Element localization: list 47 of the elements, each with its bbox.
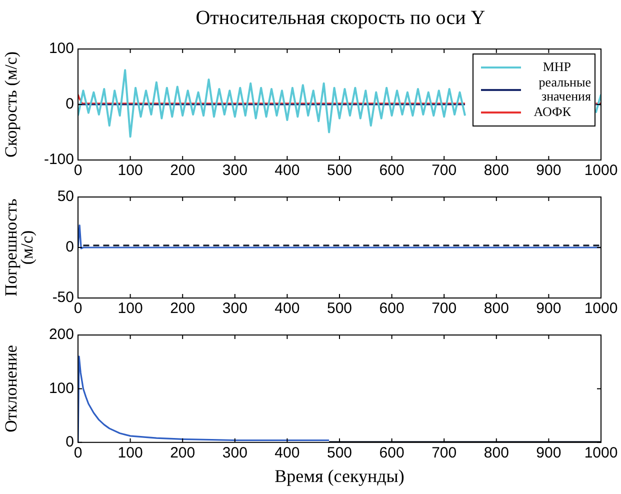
chart-title: Относительная скорость по оси Y bbox=[194, 6, 486, 31]
x-tick-label: 200 bbox=[170, 162, 196, 180]
y-axis-title: Отклонение bbox=[2, 345, 21, 432]
legend-label: МНР bbox=[542, 58, 571, 74]
x-tick-label: 1000 bbox=[584, 444, 618, 462]
x-tick-label: 600 bbox=[379, 162, 404, 180]
x-tick-label: 500 bbox=[326, 444, 352, 462]
x-tick-label: 1000 bbox=[584, 162, 618, 180]
x-tick-label: 100 bbox=[118, 444, 143, 462]
x-axis-title: Время (секунды) bbox=[274, 466, 404, 486]
x-tick-label: 400 bbox=[274, 444, 300, 462]
y-axis-title: Погрешность (м/с) bbox=[2, 198, 37, 296]
y-tick-label: 0 bbox=[66, 238, 74, 256]
x-tick-label: 800 bbox=[484, 162, 509, 180]
x-tick-label: 100 bbox=[118, 300, 143, 318]
x-tick-label: 200 bbox=[170, 444, 196, 462]
x-tick-label: 900 bbox=[536, 444, 562, 462]
y-tick-label: 200 bbox=[48, 326, 74, 344]
legend-label: реальные значения bbox=[538, 74, 592, 104]
x-tick-label: 800 bbox=[484, 300, 509, 318]
x-tick-label: 900 bbox=[536, 300, 562, 318]
x-tick-label: 500 bbox=[326, 300, 352, 318]
x-tick-label: 200 bbox=[170, 300, 196, 318]
y-tick-label: 100 bbox=[48, 40, 74, 58]
x-tick-label: 800 bbox=[484, 444, 509, 462]
y-tick-label: -100 bbox=[44, 151, 74, 168]
x-tick-label: 900 bbox=[536, 162, 562, 180]
y-tick-label: 0 bbox=[66, 434, 74, 451]
y-axis-title: Скорость (м/с) bbox=[2, 52, 21, 158]
y-tick-label: 50 bbox=[57, 188, 74, 206]
y-tick-label: -50 bbox=[52, 289, 74, 306]
legend-label: АОФК bbox=[534, 104, 572, 119]
x-tick-label: 600 bbox=[379, 300, 404, 318]
x-tick-label: 400 bbox=[274, 162, 300, 180]
x-tick-label: 600 bbox=[379, 444, 404, 462]
x-tick-label: 300 bbox=[222, 444, 248, 462]
x-tick-label: 500 bbox=[326, 162, 352, 180]
x-tick-label: 400 bbox=[274, 300, 300, 318]
x-tick-label: 300 bbox=[222, 300, 248, 318]
x-tick-label: 700 bbox=[432, 162, 457, 180]
x-tick-label: 1000 bbox=[584, 300, 618, 318]
x-tick-label: 100 bbox=[118, 162, 143, 180]
y-tick-label: 100 bbox=[48, 380, 74, 397]
x-tick-label: 700 bbox=[432, 300, 457, 318]
x-tick-label: 300 bbox=[222, 162, 248, 180]
y-tick-label: 0 bbox=[66, 96, 74, 113]
x-tick-label: 700 bbox=[432, 444, 457, 462]
